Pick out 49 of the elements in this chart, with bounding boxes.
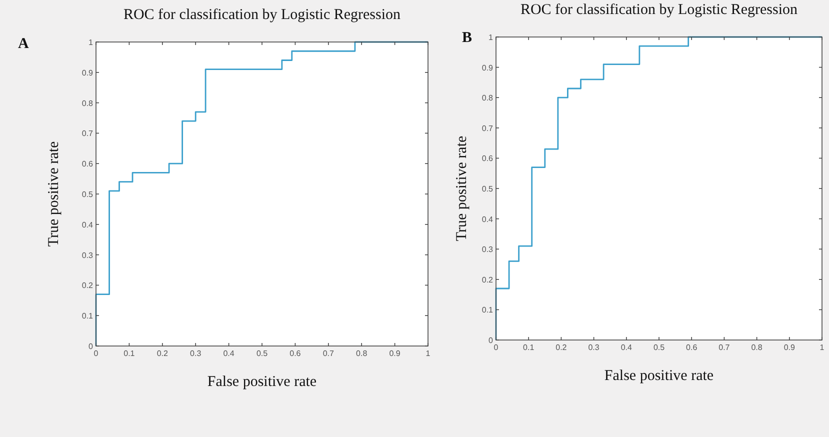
text: B bbox=[462, 30, 472, 46]
x-tick-label: 0.3 bbox=[190, 349, 202, 358]
y-tick-label: 0.1 bbox=[82, 312, 94, 321]
y-tick-label: 0.9 bbox=[82, 68, 94, 78]
y-tick-label: 0.5 bbox=[82, 190, 94, 199]
y-tick-label: 0.1 bbox=[482, 306, 494, 315]
y-tick-label: 0.6 bbox=[82, 160, 94, 169]
x-tick-label: 1 bbox=[426, 349, 431, 358]
x-tick-label: 0.1 bbox=[523, 343, 535, 352]
y-tick-label: 1 bbox=[88, 38, 94, 47]
y-tick-label: 0.3 bbox=[482, 245, 494, 254]
y-tick-label: 1 bbox=[488, 33, 494, 42]
x-tick-label: 0.2 bbox=[556, 343, 568, 352]
x-tick-label: 0.5 bbox=[653, 343, 666, 352]
x-tick-label: 0.1 bbox=[124, 349, 136, 358]
y-tick-label: 0.7 bbox=[482, 124, 494, 133]
y-tick-label: 0.5 bbox=[482, 184, 494, 194]
y-tick-label: 0.9 bbox=[482, 63, 494, 72]
x-axis-title: False positive rate bbox=[604, 368, 714, 384]
y-axis-title: True positive rate bbox=[46, 141, 62, 247]
text: A bbox=[18, 36, 29, 52]
y-tick-label: 0.4 bbox=[482, 214, 494, 224]
y-tick-label: 0.7 bbox=[82, 129, 94, 138]
y-tick-label: 0.2 bbox=[82, 281, 94, 290]
chart-title: ROC for classification by Logistic Regression bbox=[520, 2, 798, 18]
x-tick-label: 0.6 bbox=[686, 343, 698, 352]
x-tick-label: 0.6 bbox=[290, 349, 302, 358]
x-tick-label: 0.8 bbox=[751, 343, 763, 352]
x-tick-label: 1 bbox=[820, 343, 825, 352]
x-tick-label: 0.9 bbox=[389, 349, 401, 358]
x-tick-label: 0.2 bbox=[156, 349, 169, 358]
x-axis-title: False positive rate bbox=[207, 374, 317, 390]
y-tick-label: 0.4 bbox=[82, 220, 94, 230]
y-axis-title: True positive rate bbox=[454, 136, 470, 242]
x-tick-label: 0.4 bbox=[223, 349, 235, 358]
x-tick-label: 0.3 bbox=[588, 343, 600, 352]
x-tick-label: 0.7 bbox=[718, 343, 730, 352]
y-tick-label: 0.3 bbox=[82, 250, 94, 260]
x-tick-label: 0.7 bbox=[322, 349, 335, 358]
chart-title: ROC for classification by Logistic Regression bbox=[123, 7, 402, 23]
y-tick-label: 0.8 bbox=[482, 94, 494, 103]
y-tick-label: 0 bbox=[488, 336, 494, 345]
y-tick-label: 0.6 bbox=[482, 154, 494, 164]
x-tick-label: 0.4 bbox=[620, 343, 633, 352]
y-tick-label: 0.8 bbox=[82, 98, 94, 108]
y-tick-label: 0.2 bbox=[482, 275, 494, 284]
x-tick-label: 0.9 bbox=[784, 343, 796, 352]
x-tick-label: 0.5 bbox=[256, 349, 268, 358]
x-tick-label: 0.8 bbox=[356, 349, 368, 358]
